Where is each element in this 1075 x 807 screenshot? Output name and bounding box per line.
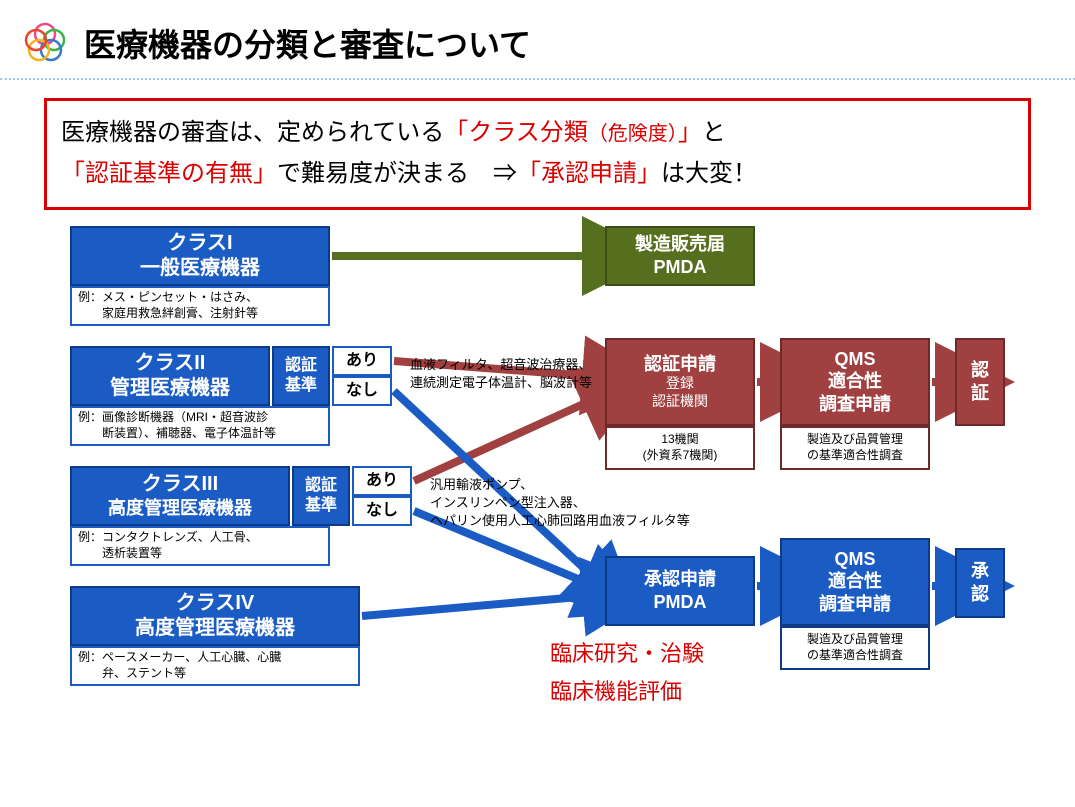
- class1-box: クラスI 一般医療機器: [70, 226, 330, 286]
- class3-title: クラスIII: [142, 472, 218, 497]
- summary-text: 」: [678, 119, 702, 146]
- page-title: 医療機器の分類と審査について: [84, 20, 531, 66]
- class3-std: 認証 基準: [292, 466, 350, 526]
- class2-title: クラスII: [135, 351, 206, 376]
- class1-title: クラスI: [167, 231, 232, 256]
- clinical-eval-label: 臨床機能評価: [550, 674, 682, 706]
- qms-cert-sub: 製造及び品質管理 の基準適合性調査: [780, 426, 930, 470]
- qms-approve-box: QMS 適合性 調査申請: [780, 538, 930, 626]
- summary-text: は大変！: [661, 160, 757, 187]
- approve-apply-box: 承認申請 PMDA: [605, 556, 755, 626]
- class1-note: 例：メス・ピンセット・はさみ、 家庭用救急絆創膏、注射針等: [70, 286, 330, 326]
- class4-box: クラスIV 高度管理医療機器: [70, 586, 360, 646]
- summary-text: と: [702, 119, 726, 146]
- qms-cert-box: QMS 適合性 調査申請: [780, 338, 930, 426]
- class3-nashi: なし: [352, 496, 412, 526]
- class3-sub: 高度管理医療機器: [108, 497, 252, 520]
- summary-text: 「クラス分類: [444, 119, 588, 146]
- class3-box: クラスIII 高度管理医療機器: [70, 466, 290, 526]
- class1-sub: 一般医療機器: [140, 256, 260, 281]
- class2-nashi: なし: [332, 376, 392, 406]
- qms-approve-sub: 製造及び品質管理 の基準適合性調査: [780, 626, 930, 670]
- cert-apply-box: 認証申請 登録 認証機関: [605, 338, 755, 426]
- class2-box: クラスII 管理医療機器: [70, 346, 270, 406]
- summary-text: 「認証基準の有無」: [61, 160, 277, 187]
- class2-sub: 管理医療機器: [110, 376, 230, 401]
- flowchart: クラスI 一般医療機器 例：メス・ピンセット・はさみ、 家庭用救急絆創膏、注射針…: [50, 226, 1050, 766]
- class4-title: クラスIV: [176, 591, 255, 616]
- summary-text: （危険度）: [588, 123, 678, 145]
- approve-result-box: 承 認: [955, 548, 1005, 618]
- slide-header: 医療機器の分類と審査について: [0, 0, 1075, 80]
- summary-text: 「承認申請」: [517, 160, 661, 187]
- summary-text: で難易度が決まる ⇒: [277, 160, 517, 187]
- class3-ari: あり: [352, 466, 412, 496]
- class4-sub: 高度管理医療機器: [135, 616, 295, 641]
- class2-note: 例：画像診断機器（MRI・超音波診 断装置）、補聴器、電子体温計等: [70, 406, 330, 446]
- clinical-research-label: 臨床研究・治験: [550, 636, 704, 668]
- cert-apply-sub: 13機関 (外資系7機関): [605, 426, 755, 470]
- summary-box: 医療機器の審査は、定められている「クラス分類（危険度）」と 「認証基準の有無」で…: [44, 98, 1031, 210]
- flower-logo-icon: [20, 18, 70, 68]
- class2-flow-note: 血液フィルタ、超音波治療器、 連続測定電子体温計、脳波計等: [410, 356, 592, 392]
- pmda-notify-box: 製造販売届 PMDA: [605, 226, 755, 286]
- class2-ari: あり: [332, 346, 392, 376]
- class3-flow-note: 汎用輸液ポンプ、 インスリンペン型注入器、 ヘパリン使用人工心肺回路用血液フィル…: [430, 476, 690, 531]
- class3-note: 例：コンタクトレンズ、人工骨、 透析装置等: [70, 526, 330, 566]
- class2-std: 認証 基準: [272, 346, 330, 406]
- cert-result-box: 認 証: [955, 338, 1005, 426]
- summary-text: 医療機器の審査は、定められている: [61, 119, 444, 146]
- class4-note: 例：ペースメーカー、人工心臓、心臓 弁、ステント等: [70, 646, 360, 686]
